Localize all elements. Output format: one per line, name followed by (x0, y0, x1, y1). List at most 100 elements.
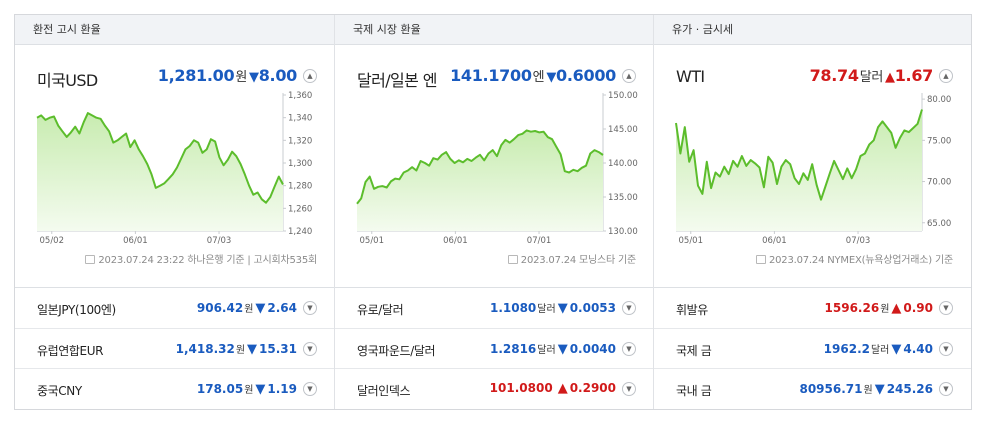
chart-line (356, 129, 604, 205)
chevron-down-icon[interactable]: ▼ (303, 382, 317, 397)
quote-name[interactable]: 일본JPY(100엔) (37, 303, 116, 317)
quote-unit: 원 (244, 304, 254, 315)
main-quote-row[interactable]: WTI 78.74달러 ▲1.67 ▲ (676, 65, 953, 87)
chevron-down-icon[interactable]: ▼ (939, 301, 953, 315)
chevron-up-icon[interactable]: ▲ (939, 69, 953, 83)
chart-area-fill (676, 109, 922, 231)
down-triangle-icon: ▼ (249, 70, 259, 85)
quote-row[interactable]: 영국파운드/달러 1.2816달러 ▼ 0.0040 ▼ (335, 329, 654, 370)
quote-price: 1.2816 (489, 341, 537, 356)
main-quote-name[interactable]: WTI (676, 67, 705, 86)
main-quote-row[interactable]: 달러/일본 엔 141.1700엔 ▼0.6000 ▲ (357, 65, 636, 90)
main-quote-unit: 엔 (532, 70, 545, 85)
chevron-down-icon[interactable]: ▼ (939, 341, 953, 356)
main-quote-row[interactable]: 미국USD 1,281.00원 ▼8.00 ▲ (37, 65, 317, 90)
quote-price: 1,418.32 (175, 341, 235, 356)
x-tick-label: 05/01 (679, 236, 704, 246)
chevron-down-icon[interactable]: ▼ (622, 382, 636, 397)
y-tick-label: 1,240 (288, 227, 312, 237)
document-icon (755, 255, 766, 264)
up-triangle-icon: ▲ (891, 301, 902, 316)
main-quote-values: 1,281.00원 ▼8.00 (158, 66, 298, 85)
y-tick-label: 1,320 (288, 136, 312, 146)
chart-area-fill (37, 113, 283, 231)
quote-name[interactable]: 유로/달러 (357, 303, 404, 317)
chart-line (675, 109, 923, 201)
y-tick-label: 130.00 (608, 227, 638, 237)
chevron-up-icon[interactable]: ▲ (622, 69, 636, 83)
main-quote: 달러/일본 엔 141.1700엔 ▼0.6000 ▲ 150.00 145.00 140.… (335, 45, 654, 287)
chevron-up-icon[interactable]: ▲ (303, 69, 317, 83)
down-triangle-icon: ▼ (891, 341, 902, 357)
down-triangle-icon: ▼ (546, 70, 557, 85)
quote-row[interactable]: 유럽연합EUR 1,418.32원 ▼ 15.31 ▼ (15, 329, 335, 370)
source-note: 2023.07.24 23:22 하나은행 기준 | 고시회차535회 (85, 251, 317, 266)
quote-row[interactable]: 달러인덱스 101.0800 ▲ 0.2900 ▼ (335, 369, 654, 410)
market-column: 유가 · 금시세 WTI 78.74달러 ▲1.67 ▲ 80.00 75.00 70.00 6… (653, 15, 971, 409)
main-quote-price: 78.74 (809, 66, 859, 85)
quote-row[interactable]: 국내 금 80956.71원 ▼ 245.26 ▼ (654, 369, 971, 410)
main-quote-change: 8.00 (258, 66, 298, 85)
quote-change: 0.0053 (569, 301, 616, 315)
main-quote: 미국USD 1,281.00원 ▼8.00 ▲ 1,360 1,340 1,320 1,300… (15, 45, 335, 287)
document-icon (85, 255, 96, 264)
up-triangle-icon: ▲ (557, 381, 568, 397)
quote-price: 906.42 (196, 301, 244, 315)
quote-name[interactable]: 유럽연합EUR (37, 343, 104, 358)
main-quote-name[interactable]: 미국USD (37, 71, 98, 90)
quote-name[interactable]: 국내 금 (676, 384, 712, 399)
quote-row[interactable]: 일본JPY(100엔) 906.42원 ▼ 2.64 ▼ (15, 288, 335, 329)
quote-unit: 원 (863, 385, 873, 397)
main-quote-values: 78.74달러 ▲1.67 (809, 66, 934, 85)
quote-change: 245.26 (886, 382, 933, 397)
chart-area-fill (357, 130, 603, 231)
y-tick-label: 80.00 (927, 95, 951, 105)
quote-values: 1596.26원 ▲ 0.90 (825, 300, 933, 316)
y-tick-label: 1,260 (288, 204, 312, 214)
down-triangle-icon: ▼ (557, 301, 568, 316)
section-title: 유가 · 금시세 (654, 15, 971, 45)
quote-change: 0.2900 (569, 381, 616, 396)
down-triangle-icon: ▼ (247, 341, 258, 357)
quote-row[interactable]: 중국CNY 178.05원 ▼ 1.19 ▼ (15, 369, 335, 410)
chevron-down-icon[interactable]: ▼ (622, 301, 636, 315)
quote-price: 101.0800 (489, 381, 553, 396)
market-column: 환전 고시 환율 미국USD 1,281.00원 ▼8.00 ▲ 1,360 1,340 1,… (15, 15, 335, 409)
y-tick-label: 1,300 (288, 159, 312, 169)
price-chart: 80.00 75.00 70.00 65.00 05/01 06/01 07/03 (675, 93, 951, 246)
down-triangle-icon: ▼ (874, 382, 885, 398)
quote-price: 80956.71 (799, 382, 863, 397)
x-tick-label: 07/01 (527, 236, 552, 246)
main-quote-unit: 달러 (859, 70, 884, 85)
y-tick-label: 1,280 (288, 182, 312, 192)
quote-name[interactable]: 달러인덱스 (357, 384, 411, 399)
chevron-down-icon[interactable]: ▼ (303, 341, 317, 356)
y-tick-label: 65.00 (927, 219, 951, 229)
chevron-down-icon[interactable]: ▼ (303, 301, 317, 315)
quote-name[interactable]: 휘발유 (676, 303, 708, 317)
x-tick-label: 05/01 (360, 236, 385, 246)
down-triangle-icon: ▼ (557, 341, 568, 357)
quote-values: 906.42원 ▼ 2.64 (197, 300, 297, 316)
quote-name[interactable]: 영국파운드/달러 (357, 343, 436, 358)
main-quote: WTI 78.74달러 ▲1.67 ▲ 80.00 75.00 70.00 65.00 05/0… (654, 45, 971, 287)
quote-row[interactable]: 유로/달러 1.1080달러 ▼ 0.0053 ▼ (335, 288, 654, 329)
document-icon (507, 255, 518, 264)
chevron-down-icon[interactable]: ▼ (622, 341, 636, 356)
quote-name[interactable]: 국제 금 (676, 343, 712, 358)
quote-change: 4.40 (903, 341, 933, 356)
source-text: 2023.07.24 23:22 하나은행 기준 | 고시회차535회 (98, 255, 317, 266)
main-quote-name[interactable]: 달러/일본 엔 (357, 71, 437, 90)
quote-row[interactable]: 국제 금 1962.2달러 ▼ 4.40 ▼ (654, 329, 971, 370)
source-text: 2023.07.24 NYMEX(뉴욕상업거래소) 기준 (768, 255, 953, 266)
chevron-down-icon[interactable]: ▼ (939, 382, 953, 397)
section-title: 환전 고시 환율 (15, 15, 335, 45)
down-triangle-icon: ▼ (255, 301, 266, 316)
quote-values: 101.0800 ▲ 0.2900 (490, 381, 616, 396)
up-triangle-icon: ▲ (885, 70, 895, 85)
quote-unit: 달러 (537, 304, 556, 315)
quote-values: 1962.2달러 ▼ 4.40 (824, 341, 933, 357)
quote-name[interactable]: 중국CNY (37, 384, 82, 399)
quote-price: 1.1080 (489, 301, 537, 315)
quote-row[interactable]: 휘발유 1596.26원 ▲ 0.90 ▼ (654, 288, 971, 329)
